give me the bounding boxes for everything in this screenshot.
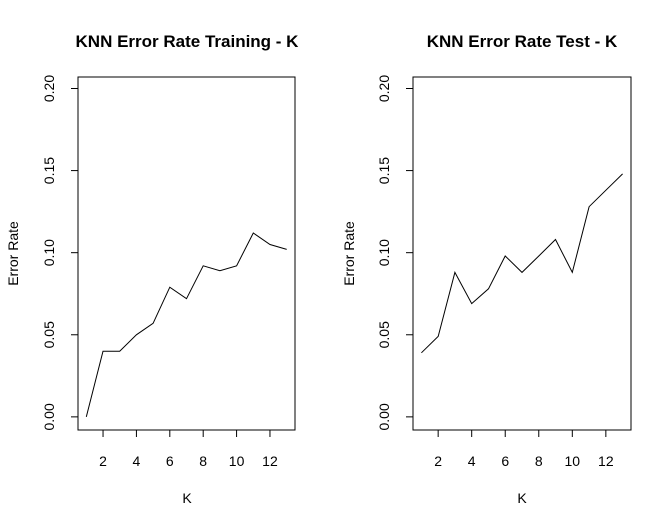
- chart-panel-1: KNN Error Rate Training - K 2 4 6 8 10 12 0.00 0…: [5, 32, 299, 506]
- y-tick-label: 0.05: [41, 321, 57, 348]
- x-tick-label: 6: [166, 453, 174, 469]
- x-tick-label: 4: [468, 453, 476, 469]
- y-tick-label: 0.20: [41, 75, 57, 102]
- x-tick-label: 8: [199, 453, 207, 469]
- y-tick-label: 0.15: [41, 157, 57, 184]
- x-axis-label: K: [517, 490, 527, 506]
- x-tick-label: 12: [598, 453, 614, 469]
- y-tick-label: 0.20: [376, 75, 392, 102]
- y-tick-label: 0.00: [41, 403, 57, 430]
- error-rate-series-line: [85, 232, 287, 418]
- x-tick-label: 10: [229, 453, 245, 469]
- y-tick-label: 0.10: [376, 239, 392, 266]
- x-axis-label: K: [182, 490, 192, 506]
- y-tick-label: 0.10: [41, 239, 57, 266]
- y-axis-label: Error Rate: [5, 221, 21, 286]
- x-tick-label: 10: [565, 453, 581, 469]
- y-tick-label: 0.05: [376, 321, 392, 348]
- x-tick-label: 8: [535, 453, 543, 469]
- error-rate-series-line: [421, 173, 623, 354]
- chart-title: KNN Error Rate Test - K: [427, 32, 618, 51]
- chart-title: KNN Error Rate Training - K: [76, 32, 300, 51]
- x-tick-label: 12: [262, 453, 278, 469]
- y-tick-label: 0.15: [376, 157, 392, 184]
- x-tick-label: 4: [133, 453, 141, 469]
- y-tick-label: 0.00: [376, 403, 392, 430]
- chart-panel-2: KNN Error Rate Test - K 2 4 6 8 10 12 0.00 0.05 0…: [341, 32, 632, 506]
- plot-frame: [412, 76, 632, 431]
- x-tick-label: 2: [434, 453, 442, 469]
- x-tick-label: 2: [99, 453, 107, 469]
- y-axis-label: Error Rate: [341, 221, 357, 286]
- x-tick-label: 6: [501, 453, 509, 469]
- plot-frame: [77, 76, 296, 431]
